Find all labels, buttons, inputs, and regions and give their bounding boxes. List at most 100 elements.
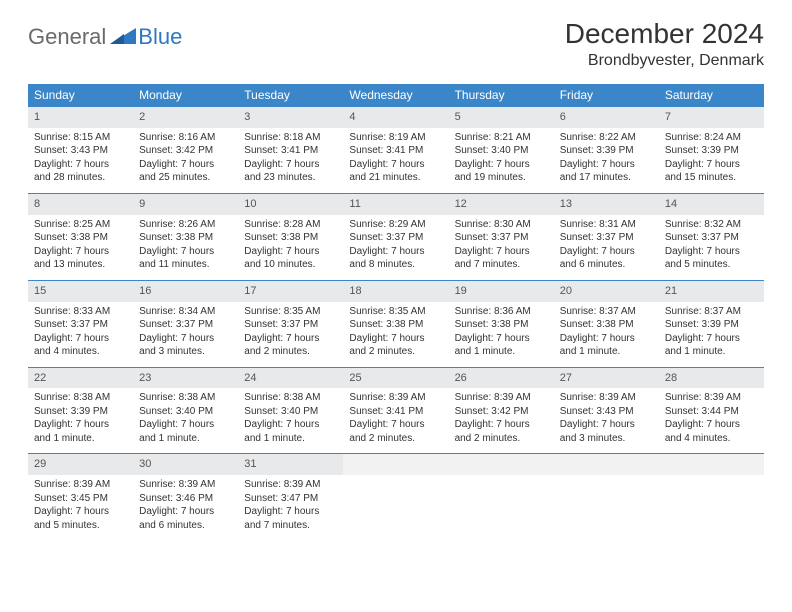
day-d1: Daylight: 7 hours [665,245,758,259]
day-body: Sunrise: 8:22 AMSunset: 3:39 PMDaylight:… [554,128,659,193]
day-ss: Sunset: 3:43 PM [34,144,127,158]
day-ss: Sunset: 3:38 PM [34,231,127,245]
day-d2: and 1 minute. [665,345,758,359]
day-ss: Sunset: 3:39 PM [34,405,127,419]
day-cell: 1Sunrise: 8:15 AMSunset: 3:43 PMDaylight… [28,107,133,194]
day-d1: Daylight: 7 hours [349,158,442,172]
day-body: Sunrise: 8:18 AMSunset: 3:41 PMDaylight:… [238,128,343,193]
day-number: 21 [659,281,764,302]
day-d2: and 8 minutes. [349,258,442,272]
day-ss: Sunset: 3:38 PM [349,318,442,332]
dow-friday: Friday [554,84,659,107]
day-d2: and 17 minutes. [560,171,653,185]
day-ss: Sunset: 3:47 PM [244,492,337,506]
day-number: 11 [343,194,448,215]
day-number [343,454,448,475]
header: General Blue December 2024 Brondbyvester… [28,18,764,70]
day-body [659,475,764,523]
week-row: 15Sunrise: 8:33 AMSunset: 3:37 PMDayligh… [28,280,764,367]
day-number: 8 [28,194,133,215]
day-cell: 3Sunrise: 8:18 AMSunset: 3:41 PMDaylight… [238,107,343,194]
day-d1: Daylight: 7 hours [139,332,232,346]
day-d1: Daylight: 7 hours [139,418,232,432]
logo-text-general: General [28,24,106,50]
logo-text-blue: Blue [138,24,182,50]
day-sr: Sunrise: 8:39 AM [34,478,127,492]
day-d1: Daylight: 7 hours [560,332,653,346]
day-d2: and 1 minute. [560,345,653,359]
day-ss: Sunset: 3:40 PM [244,405,337,419]
day-body: Sunrise: 8:39 AMSunset: 3:45 PMDaylight:… [28,475,133,540]
logo-triangle-icon [110,26,136,49]
day-cell: 26Sunrise: 8:39 AMSunset: 3:42 PMDayligh… [449,367,554,454]
day-cell: 31Sunrise: 8:39 AMSunset: 3:47 PMDayligh… [238,454,343,540]
day-sr: Sunrise: 8:21 AM [455,131,548,145]
day-ss: Sunset: 3:37 PM [244,318,337,332]
logo: General Blue [28,24,182,50]
day-body: Sunrise: 8:16 AMSunset: 3:42 PMDaylight:… [133,128,238,193]
day-cell: 10Sunrise: 8:28 AMSunset: 3:38 PMDayligh… [238,193,343,280]
day-d1: Daylight: 7 hours [244,332,337,346]
day-cell: 18Sunrise: 8:35 AMSunset: 3:38 PMDayligh… [343,280,448,367]
day-ss: Sunset: 3:43 PM [560,405,653,419]
day-number: 5 [449,107,554,128]
day-body [554,475,659,523]
day-ss: Sunset: 3:38 PM [455,318,548,332]
day-number: 1 [28,107,133,128]
day-cell: 21Sunrise: 8:37 AMSunset: 3:39 PMDayligh… [659,280,764,367]
day-number: 6 [554,107,659,128]
day-number: 4 [343,107,448,128]
day-number: 3 [238,107,343,128]
day-d2: and 6 minutes. [139,519,232,533]
day-body [449,475,554,523]
day-body [343,475,448,523]
day-sr: Sunrise: 8:38 AM [34,391,127,405]
day-d2: and 4 minutes. [665,432,758,446]
day-cell: 8Sunrise: 8:25 AMSunset: 3:38 PMDaylight… [28,193,133,280]
day-ss: Sunset: 3:37 PM [349,231,442,245]
day-d2: and 7 minutes. [455,258,548,272]
day-sr: Sunrise: 8:37 AM [560,305,653,319]
day-d1: Daylight: 7 hours [560,245,653,259]
day-cell: 5Sunrise: 8:21 AMSunset: 3:40 PMDaylight… [449,107,554,194]
day-d2: and 28 minutes. [34,171,127,185]
day-cell: 12Sunrise: 8:30 AMSunset: 3:37 PMDayligh… [449,193,554,280]
day-cell: 9Sunrise: 8:26 AMSunset: 3:38 PMDaylight… [133,193,238,280]
day-d2: and 2 minutes. [349,345,442,359]
dow-tuesday: Tuesday [238,84,343,107]
day-cell: 16Sunrise: 8:34 AMSunset: 3:37 PMDayligh… [133,280,238,367]
day-cell [449,454,554,540]
day-ss: Sunset: 3:42 PM [455,405,548,419]
day-body: Sunrise: 8:24 AMSunset: 3:39 PMDaylight:… [659,128,764,193]
day-body: Sunrise: 8:19 AMSunset: 3:41 PMDaylight:… [343,128,448,193]
day-body: Sunrise: 8:39 AMSunset: 3:46 PMDaylight:… [133,475,238,540]
day-cell [554,454,659,540]
day-cell [659,454,764,540]
day-sr: Sunrise: 8:29 AM [349,218,442,232]
day-d2: and 1 minute. [139,432,232,446]
day-of-week-row: Sunday Monday Tuesday Wednesday Thursday… [28,84,764,107]
dow-monday: Monday [133,84,238,107]
dow-saturday: Saturday [659,84,764,107]
day-body: Sunrise: 8:28 AMSunset: 3:38 PMDaylight:… [238,215,343,280]
day-d1: Daylight: 7 hours [34,245,127,259]
day-number: 28 [659,368,764,389]
day-cell: 30Sunrise: 8:39 AMSunset: 3:46 PMDayligh… [133,454,238,540]
day-d2: and 25 minutes. [139,171,232,185]
day-number: 12 [449,194,554,215]
dow-sunday: Sunday [28,84,133,107]
calendar-table: Sunday Monday Tuesday Wednesday Thursday… [28,84,764,540]
day-number: 29 [28,454,133,475]
day-d1: Daylight: 7 hours [455,245,548,259]
day-d1: Daylight: 7 hours [139,158,232,172]
day-number [554,454,659,475]
day-body: Sunrise: 8:29 AMSunset: 3:37 PMDaylight:… [343,215,448,280]
day-sr: Sunrise: 8:22 AM [560,131,653,145]
day-sr: Sunrise: 8:39 AM [349,391,442,405]
day-ss: Sunset: 3:41 PM [349,144,442,158]
day-number: 17 [238,281,343,302]
day-sr: Sunrise: 8:30 AM [455,218,548,232]
day-d2: and 3 minutes. [560,432,653,446]
day-d1: Daylight: 7 hours [665,332,758,346]
day-sr: Sunrise: 8:36 AM [455,305,548,319]
